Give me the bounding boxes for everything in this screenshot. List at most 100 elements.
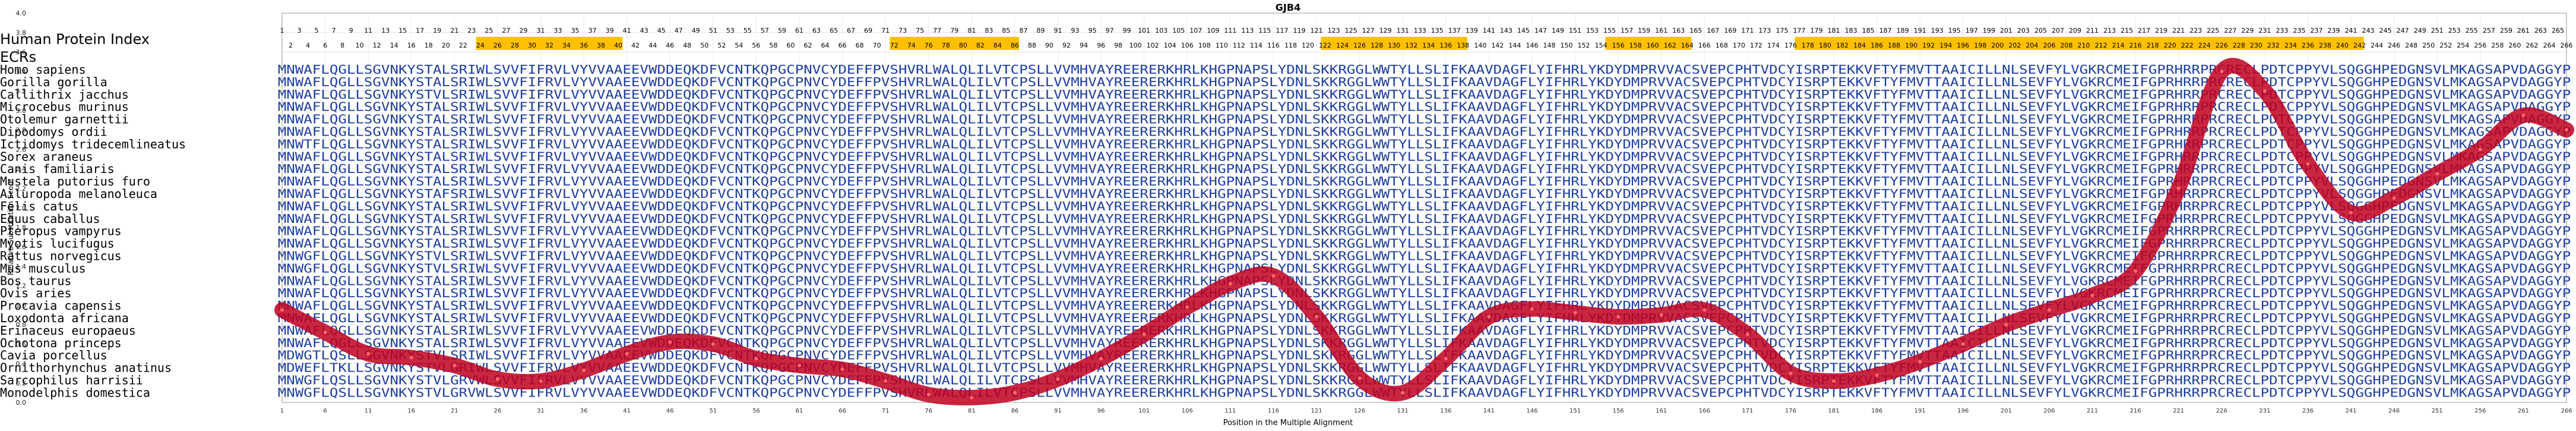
index-number-192: 192 — [1922, 42, 1935, 49]
index-number-263: 263 — [2534, 27, 2547, 34]
species-label-1: Gorilla gorilla — [0, 75, 107, 89]
sequence-row-13: MNWAFLQGLLSGVNKYSTALSRIWLSVVFIFRVLVYVVAA… — [278, 224, 2571, 238]
species-label-3: Microcebus murinus — [0, 100, 129, 114]
index-number-133: 133 — [1414, 27, 1426, 34]
x-tick-label-26: 131 — [1397, 408, 1409, 414]
index-number-87: 87 — [1019, 27, 1027, 34]
x-tick-label-30: 151 — [1569, 408, 1581, 414]
index-number-154: 154 — [1595, 42, 1607, 49]
index-number-28: 28 — [511, 42, 519, 49]
data-point-4 — [452, 363, 457, 367]
index-number-234: 234 — [2284, 42, 2297, 49]
index-number-118: 118 — [1284, 42, 1297, 49]
index-number-158: 158 — [1629, 42, 1642, 49]
data-point-5 — [495, 377, 499, 381]
index-number-64: 64 — [821, 42, 830, 49]
index-number-228: 228 — [2233, 42, 2245, 49]
index-number-108: 108 — [1198, 42, 1211, 49]
index-number-14: 14 — [390, 42, 398, 49]
x-axis: 1 6 11 16 21 26 31 36 41 46 51 56 61 66 71 76 81 86 91 96 10… — [280, 408, 2572, 414]
x-tick-label-17: 86 — [1011, 408, 1019, 414]
index-number-214: 214 — [2112, 42, 2125, 49]
ecr-bar-2 — [1321, 37, 1468, 50]
index-number-159: 159 — [1638, 27, 1650, 34]
index-number-90: 90 — [1045, 42, 1053, 49]
index-number-124: 124 — [1336, 42, 1349, 49]
sequence-row-11: MNWAFLQGLLSGVNKYSTALSRIWLSVVFIFRVLVYVVAA… — [278, 199, 2571, 213]
species-label-22: Ochotona princeps — [0, 336, 122, 350]
index-number-253: 253 — [2448, 27, 2461, 34]
x-tick-label-50: 251 — [2432, 408, 2443, 414]
index-number-25: 25 — [485, 27, 493, 34]
index-number-187: 187 — [1879, 27, 1892, 34]
data-point-20 — [1142, 332, 1146, 336]
index-number-181: 181 — [1828, 27, 1840, 34]
x-tick-label-24: 121 — [1311, 408, 1322, 414]
index-number-74: 74 — [907, 42, 916, 49]
index-number-170: 170 — [1733, 42, 1745, 49]
index-number-255: 255 — [2466, 27, 2478, 34]
x-tick-label-53: 266 — [2561, 408, 2572, 414]
index-number-57: 57 — [761, 27, 769, 34]
y-tick-label-2: 0.4 — [16, 360, 27, 368]
x-tick-label-27: 136 — [1440, 408, 1451, 414]
index-number-176: 176 — [1784, 42, 1797, 49]
x-tick-label-5: 26 — [494, 408, 502, 414]
index-number-33: 33 — [554, 27, 562, 34]
data-point-30 — [1573, 311, 1577, 315]
species-label-0: Homo sapiens — [0, 62, 86, 77]
ecr-label: ECRs — [0, 49, 36, 65]
index-number-132: 132 — [1405, 42, 1417, 49]
index-number-222: 222 — [2181, 42, 2194, 49]
index-number-217: 217 — [2138, 27, 2150, 34]
data-point-38 — [1918, 360, 1922, 364]
index-number-169: 169 — [1724, 27, 1736, 34]
data-point-47 — [2306, 162, 2310, 166]
index-number-24: 24 — [476, 42, 485, 49]
index-number-21: 21 — [450, 27, 458, 34]
y-tick-label-15: 3.0 — [16, 107, 27, 115]
ecr-bar-0 — [476, 37, 623, 50]
index-number-13: 13 — [381, 27, 390, 34]
data-point-26 — [1401, 391, 1405, 395]
ecr-bar-1 — [890, 37, 1020, 50]
index-number-147: 147 — [1534, 27, 1547, 34]
index-number-97: 97 — [1106, 27, 1114, 34]
x-tick-label-39: 196 — [1957, 408, 1969, 414]
index-number-131: 131 — [1397, 27, 1409, 34]
index-number-48: 48 — [683, 42, 691, 49]
index-number-244: 244 — [2371, 42, 2383, 49]
index-number-94: 94 — [1080, 42, 1088, 49]
sequence-row-15: MNWGFLQGLLSGVNKYSTVLSRIWLSVVFIFRVLVYVVAA… — [278, 249, 2571, 263]
species-label-4: Otolemur garnettii — [0, 112, 129, 127]
index-number-6: 6 — [323, 42, 327, 49]
index-number-243: 243 — [2362, 27, 2375, 34]
index-number-165: 165 — [1689, 27, 1702, 34]
index-number-95: 95 — [1088, 27, 1097, 34]
index-number-69: 69 — [864, 27, 872, 34]
x-tick-label-33: 166 — [1699, 408, 1710, 414]
x-tick-label-4: 21 — [451, 408, 458, 414]
index-number-259: 259 — [2500, 27, 2512, 34]
data-point-23 — [1271, 274, 1276, 278]
sequence-row-4: MNWAFLQGLLSGVNKYSTALSRIWLSVVFIFRVLVYVVAA… — [278, 112, 2571, 127]
data-point-52 — [2521, 113, 2526, 117]
index-number-212: 212 — [2095, 42, 2107, 49]
data-point-41 — [2047, 308, 2051, 312]
data-point-2 — [366, 352, 371, 356]
index-number-53: 53 — [726, 27, 735, 34]
data-point-39 — [1961, 342, 1965, 346]
index-number-248: 248 — [2405, 42, 2417, 49]
index-number-31: 31 — [537, 27, 545, 34]
index-number-2: 2 — [289, 42, 293, 49]
index-number-194: 194 — [1939, 42, 1952, 49]
index-number-66: 66 — [838, 42, 847, 49]
data-point-3 — [409, 356, 413, 360]
data-point-17 — [1012, 391, 1017, 395]
x-tick-label-9: 46 — [666, 408, 674, 414]
index-number-257: 257 — [2483, 27, 2495, 34]
sequence-row-10: MNWAFLQGLLSGVNKYSTAFSRIWLSVVFIFRVLVYVVAA… — [278, 187, 2571, 201]
species-label-7: Sorex araneus — [0, 149, 93, 163]
index-number-138: 138 — [1457, 42, 1469, 49]
index-number-49: 49 — [692, 27, 700, 34]
